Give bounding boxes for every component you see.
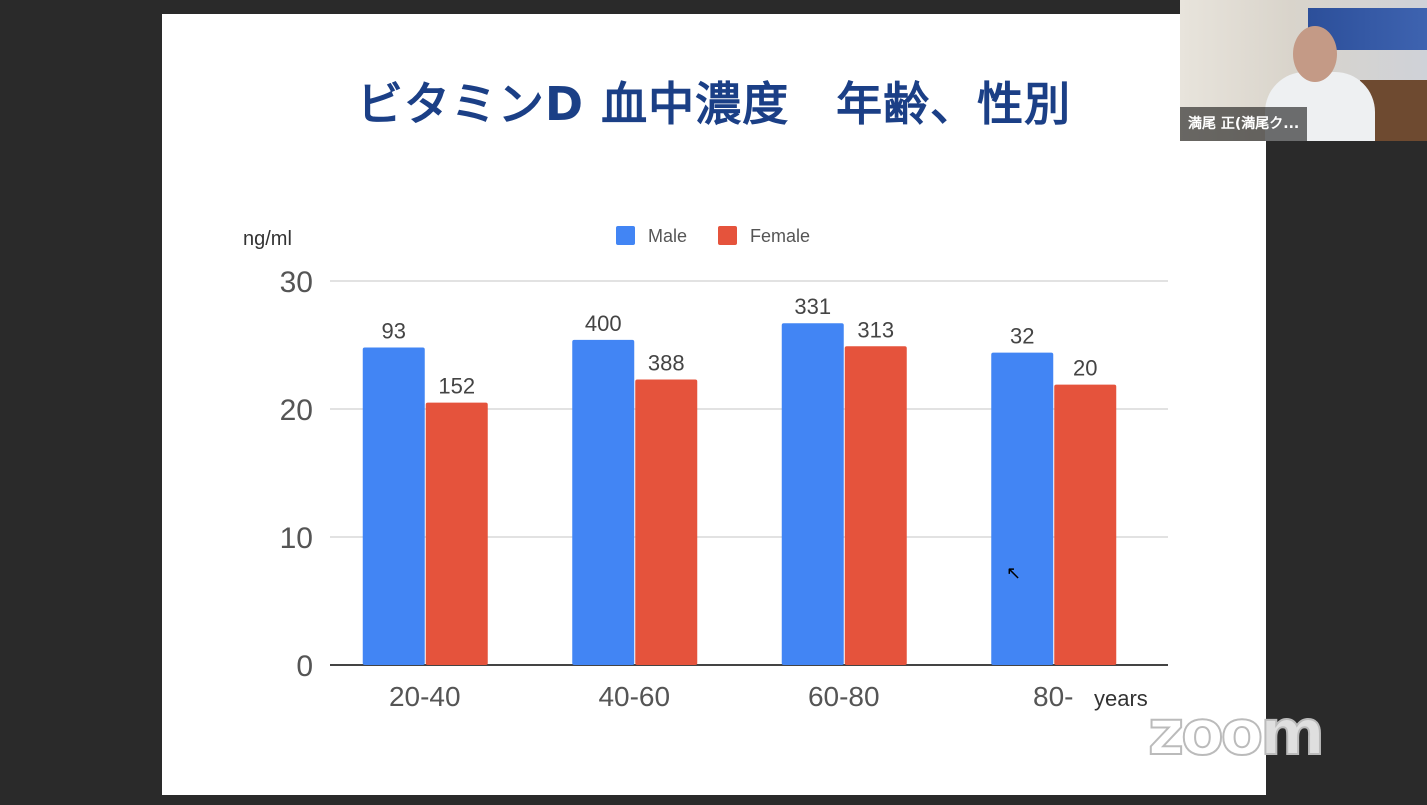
x-tick-label: 80- [1033, 681, 1073, 712]
participant-video[interactable]: 満尾 正(満尾ク... [1180, 0, 1427, 141]
bar-male [781, 323, 844, 665]
data-label: 20 [1073, 356, 1097, 381]
legend-label-female: Female [750, 226, 810, 246]
y-tick-label: 10 [280, 522, 313, 555]
y-axis-label: ng/ml [243, 228, 292, 250]
data-label: 331 [794, 294, 831, 319]
bar-male [362, 347, 425, 665]
x-tick-label: 60-80 [808, 681, 880, 712]
data-label: 93 [382, 319, 406, 344]
data-label: 32 [1010, 324, 1034, 349]
legend-swatch-male [616, 226, 635, 245]
x-tick-label: 20-40 [389, 681, 461, 712]
y-tick-label: 0 [296, 650, 313, 683]
bar-female [844, 346, 907, 665]
slide-title: ビタミンD 血中濃度 年齢、性別 [356, 77, 1072, 131]
bar-male [572, 339, 635, 665]
legend-swatch-female [718, 226, 737, 245]
bar-male [991, 352, 1054, 665]
data-label: 313 [857, 317, 894, 342]
bar-female [635, 379, 698, 665]
bar-female [425, 402, 488, 665]
x-tick-label: 40-60 [598, 681, 670, 712]
data-label: 152 [438, 374, 475, 399]
legend-label-male: Male [648, 226, 687, 246]
y-tick-label: 20 [280, 394, 313, 427]
y-tick-label: 30 [280, 266, 313, 299]
data-label: 400 [585, 311, 622, 336]
x-axis-label: years [1094, 686, 1148, 711]
bar-female [1054, 384, 1117, 665]
data-label: 388 [648, 351, 685, 376]
mouse-cursor-icon: ↖ [1006, 563, 1022, 583]
participant-name: 満尾 正(満尾ク... [1180, 107, 1308, 141]
participant-head [1293, 26, 1337, 82]
zoom-watermark: zoom [1147, 695, 1326, 770]
